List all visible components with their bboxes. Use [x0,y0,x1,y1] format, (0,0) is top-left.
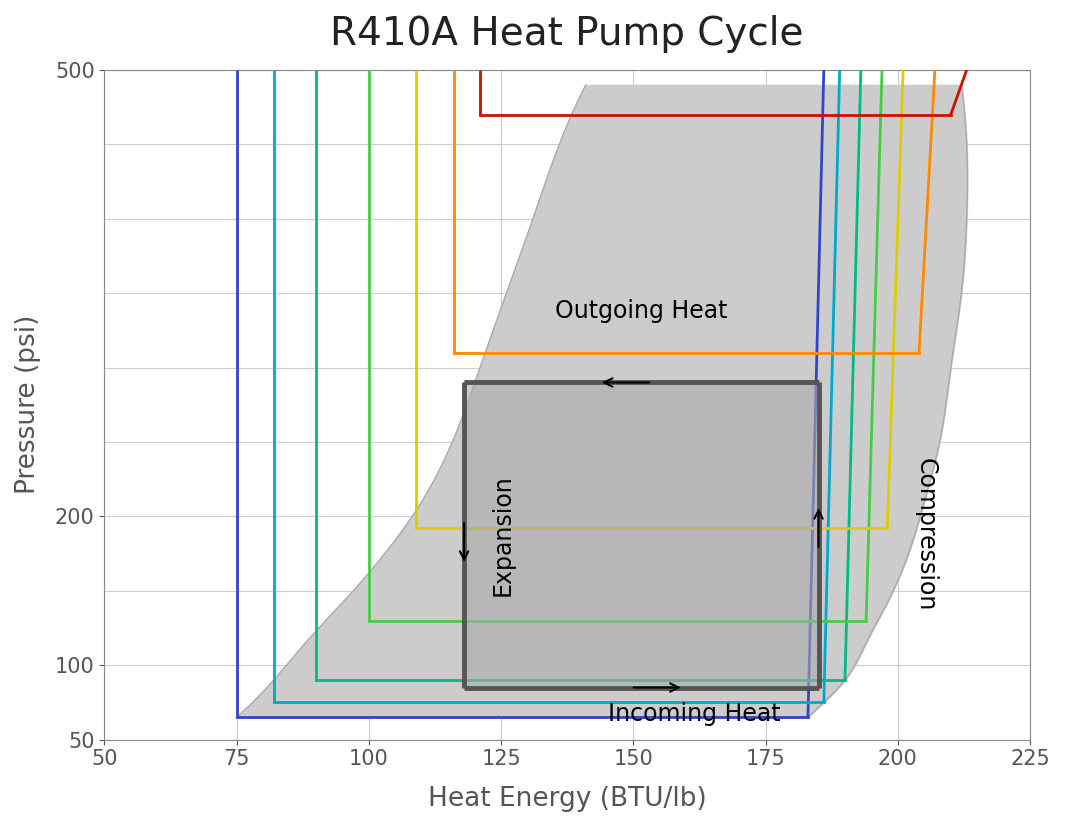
Y-axis label: Pressure (psi): Pressure (psi) [15,315,40,495]
Text: Outgoing Heat: Outgoing Heat [555,299,727,323]
Text: Compression: Compression [914,458,938,612]
Text: Incoming Heat: Incoming Heat [608,702,781,726]
Title: R410A Heat Pump Cycle: R410A Heat Pump Cycle [330,15,804,53]
X-axis label: Heat Energy (BTU/lb): Heat Energy (BTU/lb) [428,786,706,812]
Bar [464,382,819,687]
Text: Expansion: Expansion [491,474,514,596]
